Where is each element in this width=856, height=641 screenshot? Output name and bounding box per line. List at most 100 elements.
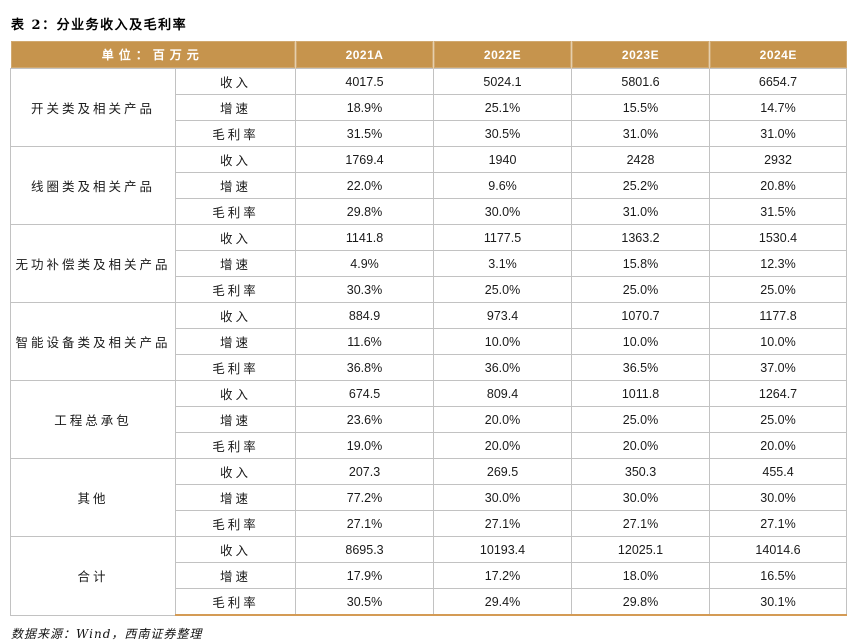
- unit-header-cell: 单位：百万元: [10, 41, 296, 69]
- value-cell: 16.5%: [709, 562, 848, 589]
- value-cell: 31.5%: [295, 120, 435, 147]
- segment-name-cell: 开关类及相关产品: [10, 68, 176, 147]
- metric-label-cell: 增速: [174, 562, 297, 589]
- value-cell: 20.0%: [709, 432, 848, 459]
- metric-label-cell: 毛利率: [174, 276, 297, 303]
- metric-label-cell: 毛利率: [174, 354, 297, 381]
- value-cell: 27.1%: [433, 510, 573, 537]
- table-row: 增速 77.2% 30.0% 30.0% 30.0%: [11, 484, 848, 511]
- table-row: 毛利率 29.8% 30.0% 31.0% 31.5%: [11, 198, 848, 225]
- metric-label-cell: 收入: [174, 68, 297, 95]
- value-cell: 36.0%: [433, 354, 573, 381]
- value-cell: 15.5%: [571, 94, 711, 121]
- value-cell: 20.0%: [433, 406, 573, 433]
- metric-label-cell: 收入: [174, 458, 297, 485]
- year-header-2024e: 2024E: [709, 41, 847, 69]
- segment-name-cell: 合计: [10, 536, 176, 616]
- metric-label-cell: 收入: [174, 146, 297, 173]
- value-cell: 20.0%: [433, 432, 573, 459]
- metric-label-cell: 收入: [174, 302, 297, 329]
- table-row: 智能设备类及相关产品 收入 884.9 973.4 1070.7 1177.8: [10, 302, 848, 381]
- value-cell: 1264.7: [709, 380, 848, 407]
- value-cell: 11.6%: [295, 328, 435, 355]
- value-cell: 455.4: [709, 458, 848, 485]
- table-row: 毛利率 31.5% 30.5% 31.0% 31.0%: [11, 120, 848, 147]
- value-cell: 30.5%: [295, 588, 435, 616]
- table-row: 合计 收入 8695.3 10193.4 12025.1 14014.6: [10, 536, 848, 616]
- metric-label-cell: 收入: [174, 536, 297, 563]
- value-cell: 31.0%: [709, 120, 848, 147]
- value-cell: 884.9: [295, 302, 435, 329]
- value-cell: 1177.5: [433, 224, 573, 251]
- value-cell: 350.3: [571, 458, 711, 485]
- value-cell: 36.5%: [571, 354, 711, 381]
- value-cell: 1141.8: [295, 224, 435, 251]
- metric-label-cell: 毛利率: [174, 588, 297, 616]
- data-source-note: 数据来源：Wind，西南证券整理: [11, 627, 203, 641]
- value-cell: 10.0%: [571, 328, 711, 355]
- metric-label-cell: 增速: [174, 250, 297, 277]
- table-row: 工程总承包 收入 674.5 809.4 1011.8 1264.7: [10, 380, 848, 459]
- metric-label-cell: 收入: [174, 380, 297, 407]
- table-row: 无功补偿类及相关产品 收入 1141.8 1177.5 1363.2 1530.4: [10, 224, 848, 303]
- year-header-2023e: 2023E: [571, 41, 710, 69]
- value-cell: 14.7%: [709, 94, 848, 121]
- value-cell: 4017.5: [295, 68, 435, 95]
- value-cell: 25.1%: [433, 94, 573, 121]
- value-cell: 1011.8: [571, 380, 711, 407]
- table-row: 毛利率 19.0% 20.0% 20.0% 20.0%: [11, 432, 848, 459]
- table-row: 增速 18.9% 25.1% 15.5% 14.7%: [11, 94, 848, 121]
- table-row: 增速 11.6% 10.0% 10.0% 10.0%: [11, 328, 848, 355]
- value-cell: 809.4: [433, 380, 573, 407]
- value-cell: 1769.4: [295, 146, 435, 173]
- table-row: 增速 17.9% 17.2% 18.0% 16.5%: [11, 562, 848, 589]
- value-cell: 1070.7: [571, 302, 711, 329]
- segment-name-cell: 线圈类及相关产品: [10, 146, 176, 225]
- value-cell: 6654.7: [709, 68, 848, 95]
- value-cell: 18.9%: [295, 94, 435, 121]
- value-cell: 30.1%: [709, 588, 848, 616]
- metric-label-cell: 增速: [174, 406, 297, 433]
- table-title: 表 2：分业务收入及毛利率: [11, 18, 188, 33]
- value-cell: 31.5%: [709, 198, 848, 225]
- value-cell: 30.5%: [433, 120, 573, 147]
- metric-label-cell: 毛利率: [174, 510, 297, 537]
- value-cell: 17.9%: [295, 562, 435, 589]
- value-cell: 1177.8: [709, 302, 848, 329]
- value-cell: 29.8%: [571, 588, 711, 616]
- value-cell: 5024.1: [433, 68, 573, 95]
- value-cell: 29.8%: [295, 198, 435, 225]
- value-cell: 25.0%: [571, 406, 711, 433]
- table-row: 增速 4.9% 3.1% 15.8% 12.3%: [11, 250, 848, 277]
- value-cell: 9.6%: [433, 172, 573, 199]
- value-cell: 25.2%: [571, 172, 711, 199]
- value-cell: 14014.6: [709, 536, 848, 563]
- value-cell: 27.1%: [709, 510, 848, 537]
- value-cell: 25.0%: [709, 406, 848, 433]
- segment-name-cell: 其他: [10, 458, 176, 537]
- value-cell: 20.0%: [571, 432, 711, 459]
- value-cell: 77.2%: [295, 484, 435, 511]
- segment-name-cell: 无功补偿类及相关产品: [10, 224, 176, 303]
- metric-label-cell: 增速: [174, 328, 297, 355]
- value-cell: 12025.1: [571, 536, 711, 563]
- value-cell: 25.0%: [709, 276, 848, 303]
- metric-label-cell: 毛利率: [174, 432, 297, 459]
- year-header-2021a: 2021A: [295, 41, 434, 69]
- value-cell: 8695.3: [295, 536, 435, 563]
- segment-name-cell: 工程总承包: [10, 380, 176, 459]
- value-cell: 973.4: [433, 302, 573, 329]
- value-cell: 30.0%: [433, 484, 573, 511]
- value-cell: 1363.2: [571, 224, 711, 251]
- table-row: 毛利率 36.8% 36.0% 36.5% 37.0%: [11, 354, 848, 381]
- value-cell: 37.0%: [709, 354, 848, 381]
- value-cell: 10.0%: [709, 328, 848, 355]
- table-row: 毛利率 30.5% 29.4% 29.8% 30.1%: [11, 588, 848, 616]
- table-row: 开关类及相关产品 收入 4017.5 5024.1 5801.6 6654.7: [10, 68, 848, 147]
- value-cell: 25.0%: [433, 276, 573, 303]
- value-cell: 2932: [709, 146, 848, 173]
- value-cell: 674.5: [295, 380, 435, 407]
- value-cell: 30.0%: [709, 484, 848, 511]
- metric-label-cell: 增速: [174, 484, 297, 511]
